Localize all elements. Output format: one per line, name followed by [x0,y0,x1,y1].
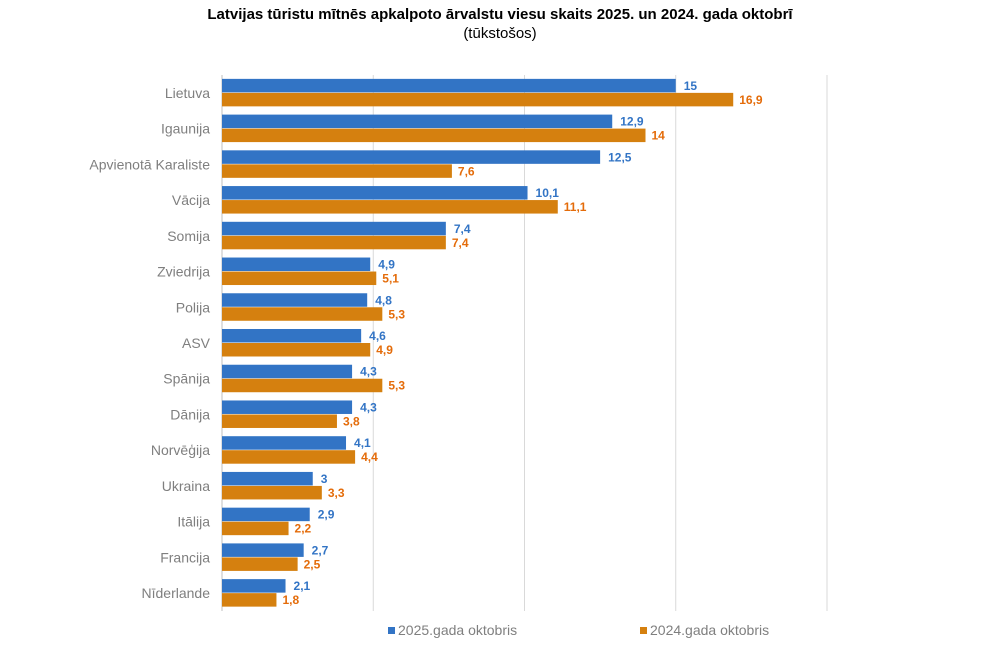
data-label: 3,3 [328,486,345,500]
category-label: Francija [160,549,210,565]
category-label: Somija [167,228,210,244]
data-label: 2,9 [318,508,335,522]
data-label: 4,1 [354,436,371,450]
bar-2024 [222,414,337,428]
category-label: Zviedrija [157,264,210,280]
chart-title: Latvijas tūristu mītnēs apkalpoto ārvals… [207,6,793,23]
data-label: 2,2 [295,522,312,536]
data-label: 2,5 [304,557,321,571]
data-label: 10,1 [536,186,560,200]
data-label: 4,8 [375,293,392,307]
data-label: 5,3 [388,307,405,321]
bar-2025 [222,293,368,307]
bar-2025 [222,114,613,129]
category-label: Spānija [163,371,210,387]
bar-2024 [222,307,383,321]
bar-2024 [222,164,452,178]
data-label: 7,6 [458,164,475,178]
bar-2024 [222,450,356,464]
data-label: 5,3 [388,379,405,393]
data-label: 4,3 [360,365,377,379]
bar-2024 [222,271,377,286]
data-label: 4,9 [378,258,395,272]
data-label: 14 [652,129,666,143]
legend-swatch [388,627,395,634]
bar-2024 [222,235,446,250]
data-label: 5,1 [382,272,399,286]
category-label: Polija [176,299,210,315]
category-label: Lietuva [165,85,210,101]
data-label: 4,6 [369,329,386,343]
data-label: 12,9 [620,115,644,129]
legend-label: 2025.gada oktobris [398,622,517,638]
category-label: Ukraina [162,478,210,494]
data-label: 1,8 [282,593,299,607]
data-label: 7,4 [452,236,469,250]
bar-2025 [222,78,676,93]
data-label: 3 [321,472,328,486]
data-label: 2,1 [294,579,311,593]
bar-2024 [222,557,298,571]
category-label: ASV [182,335,211,351]
bar-2025 [222,364,353,379]
data-label: 7,4 [454,222,471,236]
data-label: 15 [684,79,698,93]
category-label: Dānija [170,406,210,422]
bar-2024 [222,378,383,393]
bar-2024 [222,593,277,607]
data-label: 3,8 [343,414,360,428]
bar-2024 [222,485,322,500]
bar-2025 [222,579,286,593]
legend-label: 2024.gada oktobris [650,622,769,638]
bar-2025 [222,221,446,236]
bar-2024 [222,200,558,214]
category-label: Igaunija [161,121,210,137]
legend-swatch [640,627,647,634]
data-label: 4,3 [360,400,377,414]
data-label: 12,5 [608,150,632,164]
data-label: 11,1 [564,200,587,214]
data-label: 2,7 [312,543,329,557]
bar-2025 [222,471,313,486]
data-label: 4,9 [376,343,393,357]
data-label: 4,4 [361,450,378,464]
bar-2025 [222,436,347,450]
bar-2025 [222,329,362,343]
bar-2024 [222,92,734,107]
bar-2024 [222,521,289,536]
bar-2025 [222,543,304,557]
category-label: Nīderlande [142,585,211,601]
data-label: 16,9 [739,93,763,107]
chart-subtitle: (tūkstošos) [463,25,537,42]
bar-2025 [222,257,371,272]
bar-2025 [222,507,310,522]
bar-2025 [222,186,528,200]
bar-2024 [222,128,646,143]
category-label: Vācija [172,192,210,208]
category-label: Itālija [177,514,210,530]
bar-2025 [222,400,353,414]
category-label: Apvienotā Karaliste [89,156,210,172]
category-label: Norvēģija [151,442,210,458]
bar-2024 [222,343,371,357]
bar-2025 [222,150,601,164]
